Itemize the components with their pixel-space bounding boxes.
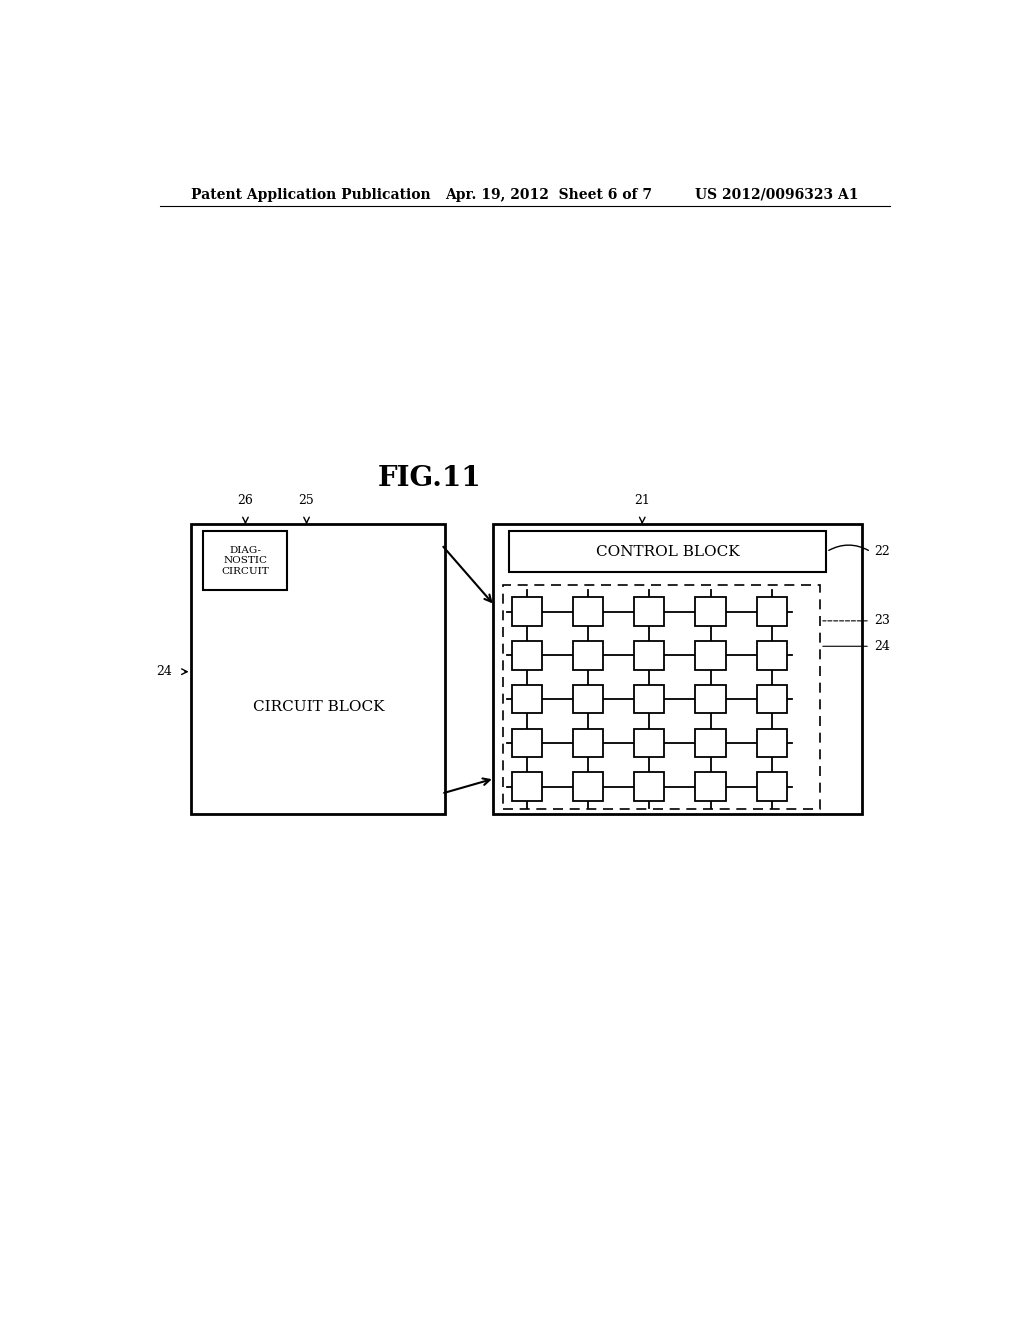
Bar bbox=[509, 532, 826, 572]
Text: 26: 26 bbox=[238, 494, 253, 507]
Bar bbox=[191, 524, 445, 814]
Bar bbox=[512, 598, 543, 626]
Text: 24: 24 bbox=[873, 640, 890, 653]
Text: Apr. 19, 2012  Sheet 6 of 7: Apr. 19, 2012 Sheet 6 of 7 bbox=[445, 187, 652, 202]
Text: 23: 23 bbox=[873, 614, 890, 627]
Bar bbox=[573, 729, 603, 758]
Bar bbox=[573, 772, 603, 801]
Bar bbox=[512, 642, 543, 669]
Text: US 2012/0096323 A1: US 2012/0096323 A1 bbox=[694, 187, 858, 202]
Text: CONTROL BLOCK: CONTROL BLOCK bbox=[596, 545, 739, 558]
Text: DIAG-
NOSTIC
CIRCUIT: DIAG- NOSTIC CIRCUIT bbox=[221, 546, 269, 576]
Text: 22: 22 bbox=[873, 545, 890, 558]
Bar bbox=[494, 524, 862, 814]
Text: Patent Application Publication: Patent Application Publication bbox=[191, 187, 431, 202]
Bar bbox=[634, 685, 665, 713]
Bar bbox=[512, 685, 543, 713]
Bar bbox=[757, 772, 786, 801]
Text: 25: 25 bbox=[299, 494, 314, 507]
Bar bbox=[695, 685, 726, 713]
Bar bbox=[573, 642, 603, 669]
Bar bbox=[695, 772, 726, 801]
Bar bbox=[634, 598, 665, 626]
Bar bbox=[503, 585, 820, 809]
Bar bbox=[695, 598, 726, 626]
Bar bbox=[204, 532, 287, 590]
Bar bbox=[634, 729, 665, 758]
Text: 21: 21 bbox=[634, 494, 650, 507]
Bar bbox=[573, 598, 603, 626]
Bar bbox=[757, 598, 786, 626]
Bar bbox=[757, 642, 786, 669]
Bar bbox=[512, 772, 543, 801]
Bar bbox=[695, 642, 726, 669]
Bar bbox=[695, 729, 726, 758]
Bar bbox=[512, 729, 543, 758]
Text: FIG.11: FIG.11 bbox=[378, 465, 481, 492]
Bar bbox=[757, 729, 786, 758]
Bar bbox=[757, 685, 786, 713]
Text: CIRCUIT BLOCK: CIRCUIT BLOCK bbox=[253, 700, 384, 714]
Bar bbox=[634, 772, 665, 801]
Bar bbox=[573, 685, 603, 713]
Bar bbox=[634, 642, 665, 669]
Text: 24: 24 bbox=[156, 665, 172, 678]
